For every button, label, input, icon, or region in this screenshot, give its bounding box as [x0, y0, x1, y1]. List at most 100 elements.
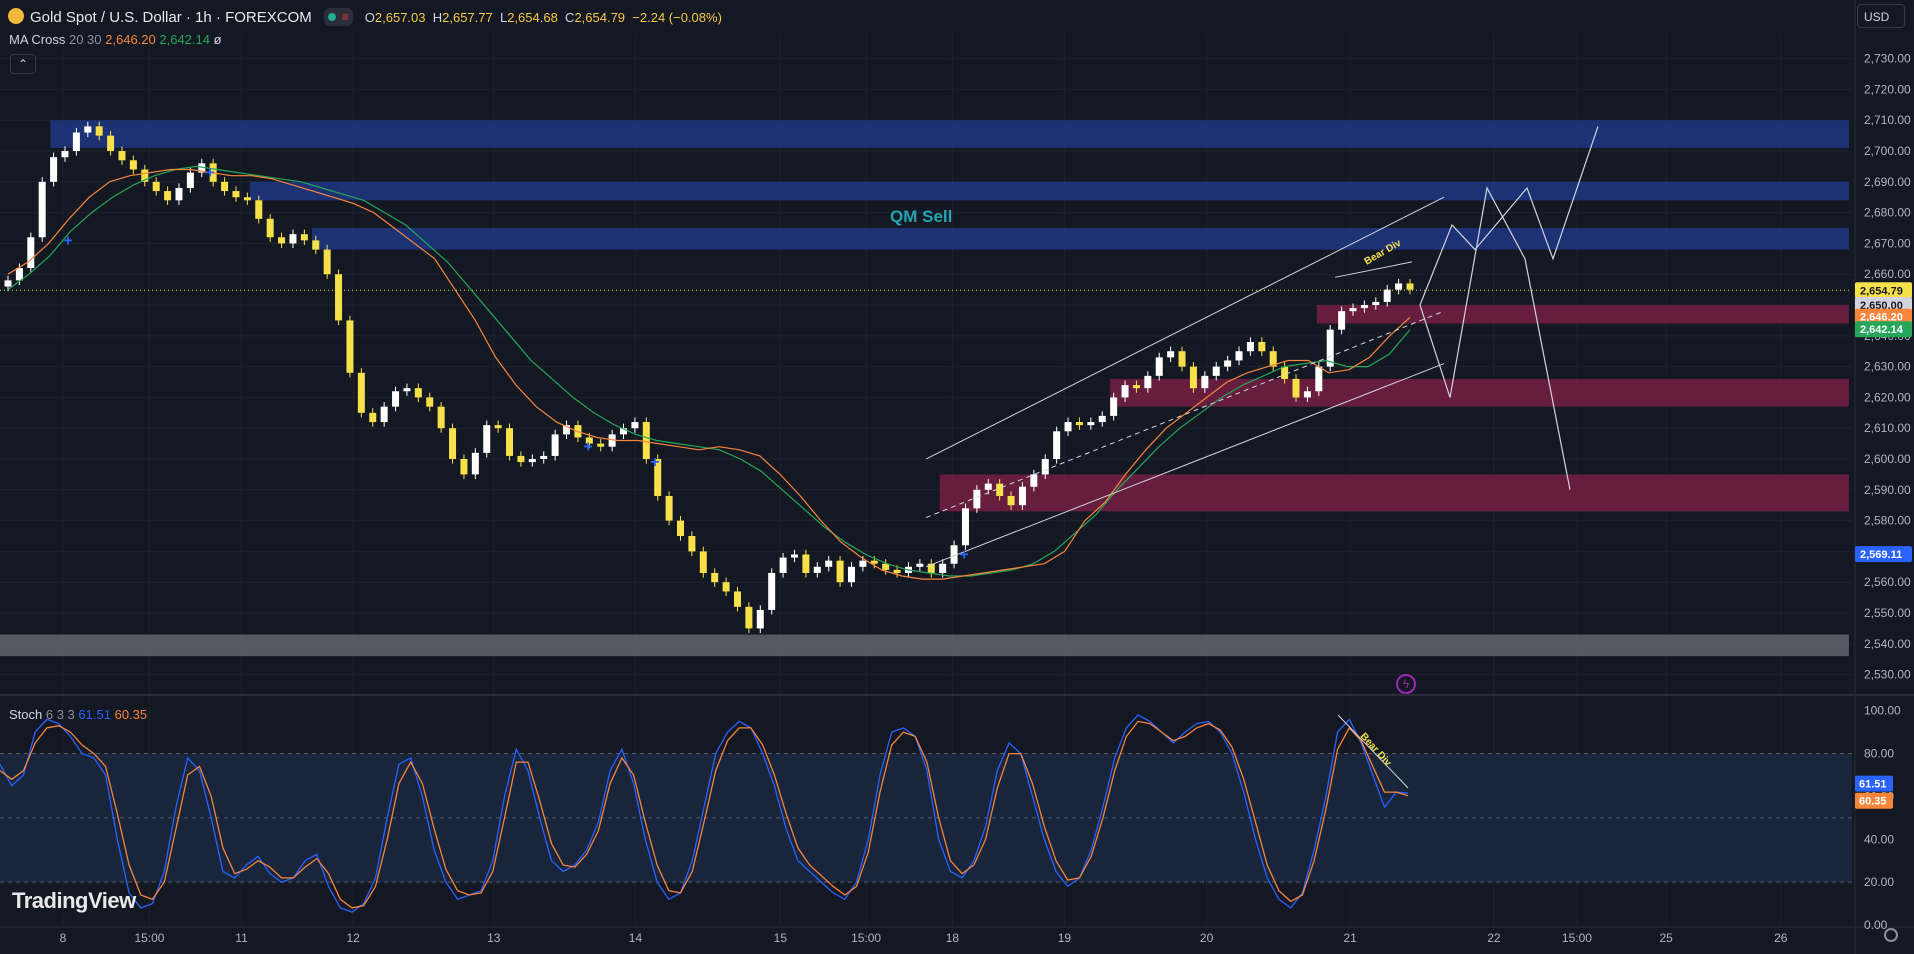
candle-body [973, 489, 981, 509]
y-tick-label: 2,600.00 [1864, 452, 1911, 466]
price-label: 2,646.20 [1860, 312, 1903, 324]
candle-body [790, 554, 798, 558]
candle-body [15, 268, 23, 281]
symbol-header[interactable]: Gold Spot / U.S. Dollar · 1h · FOREXCOM … [0, 0, 722, 34]
menu-icon: ≡ [341, 10, 349, 24]
candle-body [1189, 366, 1197, 389]
candle-body [927, 563, 935, 573]
zone-red [1110, 378, 1849, 407]
ma-cross-params: 20 30 [68, 32, 102, 47]
market-open-dot-icon [327, 13, 336, 21]
stoch-k-value: 61.51 [78, 707, 111, 722]
settings-icon[interactable] [1884, 928, 1898, 942]
cross-marker-icon: + [650, 454, 659, 471]
candle-body [699, 551, 707, 573]
price-label-bg [1855, 308, 1912, 325]
candle-body [1167, 351, 1175, 358]
symbol-title[interactable]: Gold Spot / U.S. Dollar · 1h · FOREXCOM [30, 8, 312, 26]
candle-body [506, 428, 514, 456]
x-tick-label: 15:00 [851, 931, 881, 945]
ma-cross-legend[interactable]: MA Cross 20 30 2,646.20 2,642.14 ø [9, 32, 222, 47]
stoch-legend[interactable]: Stoch 6 3 3 61.51 60.35 [9, 707, 147, 722]
price-label-bg [1855, 282, 1912, 299]
cross-marker-icon: + [583, 439, 592, 456]
stoch-value-label-bg [1855, 792, 1893, 809]
bear-div-line [1334, 261, 1413, 278]
candle-body [1087, 422, 1095, 426]
candle-body [722, 582, 730, 592]
candle-body [1372, 301, 1380, 306]
x-tick-label: 26 [1774, 931, 1788, 945]
candle-body [323, 249, 331, 275]
candle-body [129, 160, 137, 170]
candle-body [380, 406, 388, 423]
candle-body [882, 563, 890, 570]
candle-body [50, 157, 58, 182]
candle-body [1406, 283, 1414, 290]
y-tick-label: 2,620.00 [1864, 390, 1911, 404]
candle-body [950, 545, 958, 564]
collapse-legend-button[interactable]: ⌃ [10, 54, 36, 74]
candle-body [1338, 311, 1346, 330]
y-tick-label: 2,700.00 [1864, 144, 1911, 158]
x-tick-label: 15 [774, 931, 788, 945]
candle-body [1360, 305, 1368, 309]
candle-body [414, 388, 422, 398]
candle-body [1132, 385, 1140, 389]
candle-body [802, 554, 810, 573]
x-tick-label: 22 [1487, 931, 1501, 945]
candle-body [984, 483, 992, 490]
candle-body [266, 218, 274, 238]
candle-body [27, 237, 35, 269]
projection-path-down [1419, 186, 1571, 490]
candle-body [551, 434, 559, 456]
candle-body [278, 237, 286, 244]
candle-body [1349, 308, 1357, 312]
price-label: 2,569.11 [1860, 549, 1902, 561]
ma-slow-value: 2,642.14 [159, 32, 210, 47]
x-tick-label: 8 [60, 931, 67, 945]
candle-body [483, 425, 491, 453]
candle-body [1030, 474, 1038, 487]
currency-select[interactable]: USD [1857, 4, 1905, 28]
candle-body [1041, 459, 1049, 475]
close-label: C [565, 9, 575, 25]
candle-body [1121, 385, 1129, 398]
candle-body [107, 135, 115, 152]
candle-body [1303, 391, 1311, 398]
y-tick-label: 2,720.00 [1864, 82, 1911, 96]
stoch-d-value: 60.35 [114, 707, 148, 722]
ohlc-readout: O2,657.03 H2,657.77 L2,654.68 C2,654.79 … [365, 10, 722, 25]
candle-body [563, 425, 571, 435]
price-label-bg [1855, 546, 1912, 563]
zone-red [939, 474, 1849, 512]
y-tick-label: 2,730.00 [1864, 52, 1911, 66]
candle-body [665, 495, 673, 521]
candle-body [289, 234, 297, 244]
candle-body [870, 560, 878, 564]
market-status-pills[interactable]: ≡ [323, 8, 353, 26]
candle-body [585, 437, 593, 444]
y-tick-label: 2,530.00 [1864, 668, 1911, 682]
channel-mid-line [925, 310, 1445, 518]
candle-body [437, 406, 445, 429]
candle-body [836, 560, 844, 583]
candle-body [711, 572, 719, 583]
candle-body [494, 425, 502, 429]
cross-marker-icon: + [959, 546, 968, 563]
lightning-icon[interactable]: ϟ [1396, 674, 1416, 694]
visibility-icon[interactable]: ø [213, 32, 222, 47]
projection-path-up [1419, 126, 1599, 306]
candle-body [620, 428, 628, 435]
low-value: 2,654.68 [507, 9, 558, 25]
candle-body [460, 459, 468, 475]
stoch-value-label: 61.51 [1859, 779, 1887, 791]
candle-body [186, 172, 194, 188]
candle-body [1110, 397, 1118, 416]
candle-body [528, 459, 536, 463]
candle-body [221, 181, 229, 192]
stoch-name: Stoch [9, 707, 43, 722]
candle-body [38, 181, 46, 238]
candle-body [859, 560, 867, 567]
